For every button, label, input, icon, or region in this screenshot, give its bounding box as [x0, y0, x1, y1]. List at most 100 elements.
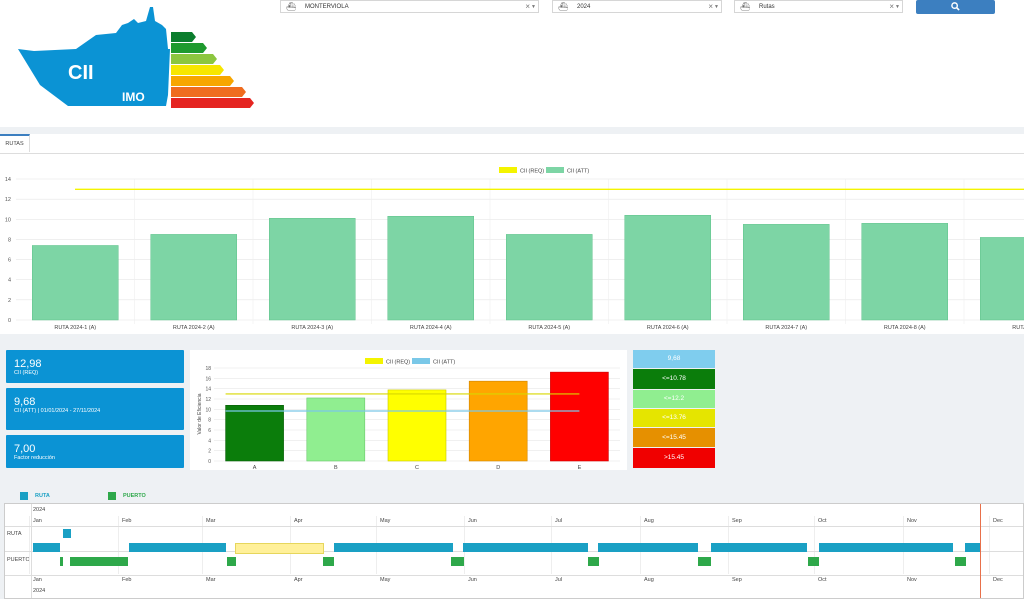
- y-tick-label: 14: [5, 177, 11, 183]
- gantt-ruta-bar[interactable]: [235, 543, 324, 554]
- legend-att-swatch: [412, 358, 430, 364]
- gantt-month-gridline: [118, 516, 119, 574]
- gantt-ruta-bar[interactable]: [819, 543, 953, 552]
- gantt-month-label: Jun: [468, 577, 477, 583]
- x-tick-label: C: [415, 465, 419, 470]
- gantt-ruta-bar[interactable]: [965, 543, 980, 552]
- x-tick-label: RUTA 2024-5 (A): [528, 325, 570, 331]
- y-tick-label: 6: [208, 428, 211, 434]
- gantt-year-bottom: 2024: [33, 588, 46, 594]
- gantt-month-label: Apr: [294, 577, 303, 583]
- legend-req-label: CII (REQ): [520, 169, 544, 175]
- chevron-down-icon[interactable]: ▼: [714, 4, 719, 10]
- y-tick-label: 2: [8, 298, 11, 304]
- grade-chart-panel: 0 2 4 6 8 10 12 14 16 18 Valor de Eficiencia A B C D E C…: [190, 350, 627, 471]
- gantt-month-label: Nov: [907, 518, 917, 524]
- gantt-month-label: Mar: [206, 577, 216, 583]
- gantt-month-label: Feb: [122, 518, 132, 524]
- gantt-ruta-bar[interactable]: [463, 543, 588, 552]
- grade-legend-item: <=13.76: [633, 409, 715, 427]
- gantt-puerto-bar[interactable]: [70, 557, 128, 566]
- ship-select[interactable]: ⛴ MONTERVIOLA × ▼: [280, 0, 539, 13]
- chevron-down-icon[interactable]: ▼: [531, 4, 536, 10]
- legend-puerto-swatch: [108, 492, 116, 500]
- type-select[interactable]: ⛴ Rutas × ▼: [734, 0, 903, 13]
- gantt-puerto-bar[interactable]: [451, 557, 464, 566]
- gantt-month-label: May: [380, 577, 391, 583]
- kpi-reduction-factor: 7,00 Factor reducción: [6, 435, 184, 468]
- kpi-value: 9,68: [14, 396, 36, 408]
- y-tick-label: 10: [5, 217, 11, 223]
- x-tick-label: RUTA 2024-4 (A): [410, 325, 452, 331]
- kpi-label: Factor reducción: [14, 455, 55, 461]
- logo-imo-text: IMO: [122, 90, 145, 104]
- x-tick-label: RUTA 2024-8 (A): [884, 325, 926, 331]
- gantt-row-divider: [5, 526, 1023, 527]
- year-select[interactable]: ⛴ 2024 × ▼: [552, 0, 722, 13]
- gantt-puerto-bar[interactable]: [808, 557, 819, 566]
- gantt-ruta-bar[interactable]: [334, 543, 453, 552]
- legend-ruta-swatch: [20, 492, 28, 500]
- y-tick-label: 0: [208, 459, 211, 465]
- gantt-ruta-bar[interactable]: [33, 543, 60, 552]
- bar-cii-att: [506, 234, 593, 321]
- gantt-puerto-bar[interactable]: [955, 557, 966, 566]
- y-axis-title: Valor de Eficiencia: [197, 393, 203, 434]
- gantt-month-label: Oct: [818, 577, 827, 583]
- search-icon: [951, 2, 960, 11]
- clear-icon[interactable]: ×: [708, 2, 713, 11]
- gantt-row-divider: [5, 575, 1023, 576]
- legend-att-label: CII (ATT): [567, 169, 589, 175]
- legend-ruta-label: RUTA: [35, 493, 50, 499]
- y-tick-label: 12: [5, 197, 11, 203]
- kpi-value: 12,98: [14, 358, 42, 370]
- clear-icon[interactable]: ×: [525, 2, 530, 11]
- grade-legend-item: >15.45: [633, 448, 715, 468]
- search-button[interactable]: [916, 0, 995, 14]
- x-tick-label: RUTA 2024-7 (A): [765, 325, 807, 331]
- legend-att-label: CII (ATT): [433, 360, 455, 366]
- gantt-puerto-bar[interactable]: [323, 557, 334, 566]
- tab-rutas[interactable]: RUTAS: [0, 134, 30, 152]
- gantt-month-label: Jul: [555, 518, 563, 524]
- legend-puerto-label: PUERTO: [123, 493, 146, 499]
- gantt-label-divider: [31, 504, 32, 598]
- kpi-value: 7,00: [14, 443, 36, 455]
- x-tick-label: RUTA 20: [1012, 325, 1024, 331]
- bar-cii-att: [387, 216, 474, 321]
- x-tick-label: E: [578, 465, 582, 470]
- y-tick-label: 10: [205, 407, 211, 413]
- bar-grade-a: [225, 405, 284, 462]
- y-tick-label: 2: [208, 449, 211, 455]
- timeline-gantt: 2024 RUTA PUERTO 2024 Jan Jan Feb Feb Mar Mar…: [4, 503, 1024, 599]
- gantt-month-label: Aug: [644, 518, 654, 524]
- bar-grade-c: [387, 389, 447, 462]
- bar-cii-att: [980, 237, 1024, 321]
- gantt-puerto-bar[interactable]: [227, 557, 236, 566]
- gantt-ruta-bar[interactable]: [598, 543, 698, 552]
- gantt-year-top: 2024: [33, 507, 46, 513]
- gantt-ruta-bar[interactable]: [63, 529, 71, 538]
- legend-req-swatch: [365, 358, 383, 364]
- gantt-row-label-puerto: PUERTO: [7, 557, 30, 563]
- ship-icon: ⛴: [286, 2, 297, 11]
- x-tick-label: RUTA 2024-2 (A): [173, 325, 215, 331]
- bar-grade-d: [468, 380, 528, 462]
- gantt-month-label: Sep: [732, 577, 742, 583]
- gantt-month-label: Jun: [468, 518, 477, 524]
- kpi-cii-att: 9,68 CII (ATT) | 01/01/2024 - 27/11/2024: [6, 388, 184, 430]
- gantt-ruta-bar[interactable]: [129, 543, 226, 552]
- clear-icon[interactable]: ×: [889, 2, 894, 11]
- y-tick-label: 16: [205, 376, 211, 382]
- chevron-down-icon[interactable]: ▼: [895, 4, 900, 10]
- gantt-month-label: Jan: [33, 577, 42, 583]
- gantt-puerto-bar[interactable]: [60, 557, 63, 566]
- gantt-puerto-bar[interactable]: [588, 557, 599, 566]
- cii-imo-logo: CII IMO: [18, 7, 254, 108]
- type-select-value: Rutas: [759, 4, 775, 10]
- gantt-ruta-bar[interactable]: [711, 543, 807, 552]
- grade-legend-item: <=12.2: [633, 390, 715, 408]
- gantt-month-label: Dec: [993, 518, 1003, 524]
- gantt-puerto-bar[interactable]: [698, 557, 711, 566]
- gantt-month-label: Nov: [907, 577, 917, 583]
